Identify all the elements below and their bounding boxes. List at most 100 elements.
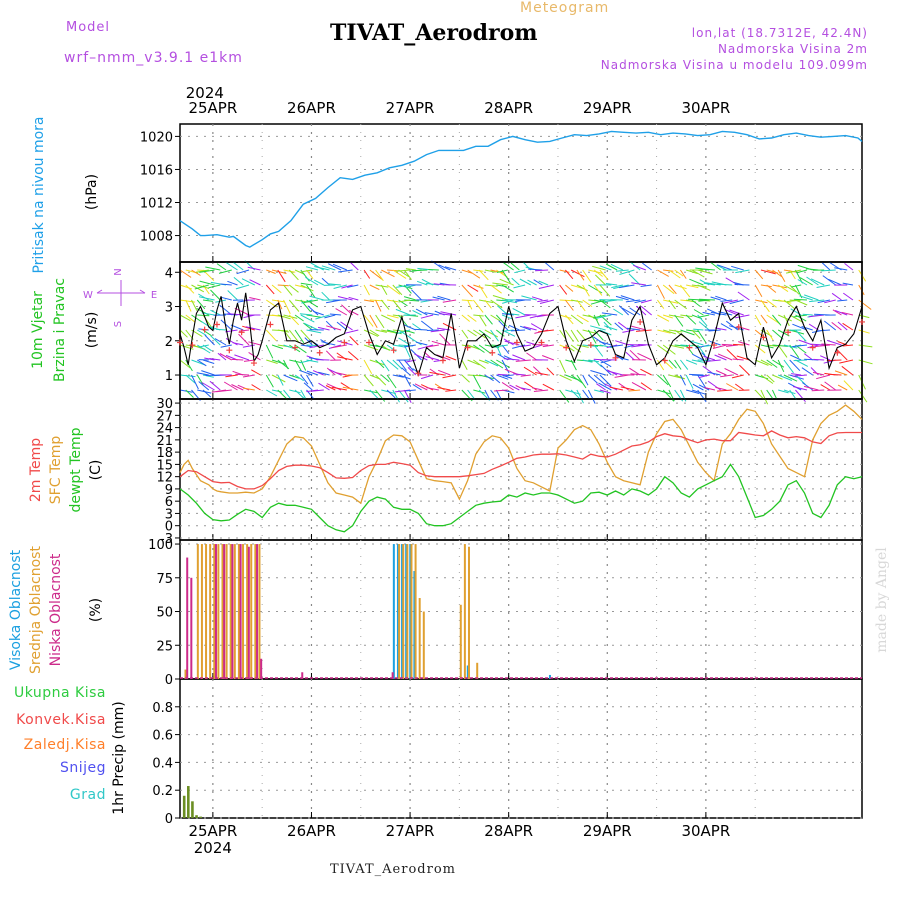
wind-barb — [638, 345, 652, 346]
wind-barb — [468, 390, 475, 400]
temp-2m-line — [180, 431, 862, 489]
wind-barb — [252, 385, 261, 390]
wind-barb — [393, 360, 402, 369]
wind-barb — [251, 370, 260, 375]
wind-barb — [479, 315, 486, 326]
y-tick-label: 30 — [156, 397, 173, 412]
wind-barb — [376, 315, 384, 328]
x-bottom-label: 28APR — [484, 822, 533, 840]
wind-barb — [345, 330, 359, 333]
wind-barb — [583, 300, 592, 307]
temp-ylabel-dew: dewpt Temp — [68, 427, 84, 512]
wind-barb — [803, 314, 813, 315]
wind-barb — [565, 270, 573, 279]
model-label: Model — [66, 20, 110, 35]
wind-barb — [244, 360, 255, 361]
wind-barb — [767, 300, 777, 307]
wind-barb — [820, 356, 830, 360]
wind-barb — [577, 330, 586, 341]
wind-barb — [266, 330, 276, 341]
cloud-bar — [254, 544, 256, 679]
wind-barb — [192, 375, 199, 389]
wind-barb — [583, 390, 589, 398]
wind-barb — [364, 270, 370, 279]
wind-barb — [370, 270, 382, 279]
cloud-bar — [201, 544, 203, 679]
x-bottom-label: 27APR — [386, 822, 435, 840]
wind-barb — [387, 360, 398, 369]
compass-east: E — [151, 290, 157, 301]
cloud-bar — [423, 612, 425, 679]
wind-barb — [421, 375, 433, 379]
wind-barb — [313, 311, 323, 315]
wind-barb — [418, 345, 433, 349]
wind-barb — [859, 315, 870, 318]
wind-barb — [560, 285, 567, 294]
wind-barb — [239, 334, 250, 345]
wind-barb — [336, 309, 347, 315]
wind-barb — [698, 390, 707, 402]
wind-barb — [215, 300, 226, 302]
wind-barb — [307, 375, 314, 387]
wind-barb — [381, 270, 394, 277]
wind-barb — [492, 283, 507, 285]
compass-south: S — [113, 321, 124, 327]
cloud-bar — [256, 544, 258, 679]
pressure-unit: (hPa) — [84, 174, 100, 210]
wind-barb — [364, 360, 372, 374]
precip-bar — [199, 817, 202, 818]
wind-barb — [698, 285, 711, 290]
wind-barb — [289, 300, 299, 312]
wind-barb — [767, 330, 773, 340]
wind-barb — [630, 350, 640, 360]
wind-barb — [595, 275, 605, 285]
cloud-bar — [415, 544, 417, 679]
wind-barbs — [180, 261, 873, 405]
wind-barb — [479, 285, 487, 298]
y-tick-label: 3 — [165, 301, 173, 316]
gust-marker — [202, 327, 208, 333]
wind-barb — [545, 262, 554, 270]
wind-barb — [560, 360, 566, 373]
wind-barb — [205, 335, 215, 345]
model-altitude-label: Nadmorska Visina u modelu 109.099m — [601, 58, 868, 72]
wind-barb — [301, 283, 312, 285]
wind-barb — [211, 290, 221, 300]
wind-barb — [410, 338, 422, 345]
cloud-bar — [476, 663, 478, 679]
wind-barb — [250, 280, 261, 285]
wind-barb — [590, 326, 605, 330]
wind-ylabel-1: 10m Vjetar — [30, 291, 46, 369]
wind-barb — [641, 306, 652, 315]
temp-unit: (C) — [88, 460, 104, 481]
gust-marker — [637, 319, 643, 325]
wind-barb — [675, 300, 687, 309]
cloud-bar — [260, 659, 262, 679]
wind-barb — [266, 345, 273, 358]
wind-barb — [404, 375, 410, 387]
wind-barb — [641, 285, 652, 287]
wind-barb — [802, 368, 813, 375]
compass-arrows — [97, 280, 145, 306]
precip-legend-item: Ukupna Kisa — [14, 685, 106, 701]
wind-barb — [694, 310, 703, 316]
gust-marker — [489, 350, 495, 356]
x-bottom-label: 26APR — [287, 822, 336, 840]
wind-barb — [761, 285, 772, 287]
gust-marker — [267, 322, 273, 328]
wind-barb — [726, 278, 738, 285]
wind-barb — [733, 359, 744, 360]
wind-barb — [680, 285, 689, 297]
wind-barb — [272, 285, 281, 293]
wind-barb — [571, 315, 583, 324]
wind-barb — [717, 390, 732, 391]
y-tick-label: 0.4 — [152, 756, 173, 771]
cloud-bar — [393, 544, 395, 679]
wind-barb — [542, 356, 554, 361]
wind-barb — [226, 262, 238, 270]
wind-barb — [491, 330, 499, 341]
wind-barb — [446, 356, 456, 360]
wind-barb — [468, 300, 472, 309]
wind-barb — [479, 270, 488, 280]
